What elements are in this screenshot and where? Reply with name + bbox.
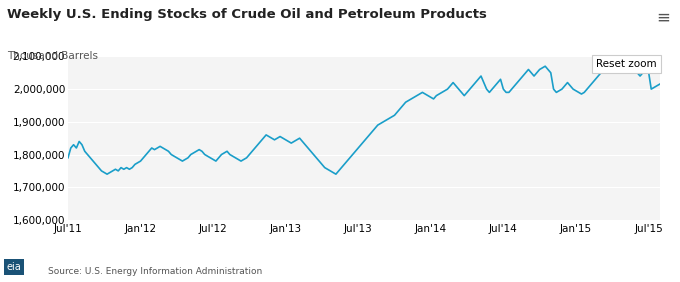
- Text: Thousand Barrels: Thousand Barrels: [7, 51, 98, 61]
- Text: ≡: ≡: [656, 8, 670, 27]
- Text: Reset zoom: Reset zoom: [596, 59, 657, 69]
- Text: eia: eia: [7, 262, 22, 272]
- Text: Weekly U.S. Ending Stocks of Crude Oil and Petroleum Products: Weekly U.S. Ending Stocks of Crude Oil a…: [7, 8, 487, 21]
- Text: Source: U.S. Energy Information Administration: Source: U.S. Energy Information Administ…: [48, 267, 262, 276]
